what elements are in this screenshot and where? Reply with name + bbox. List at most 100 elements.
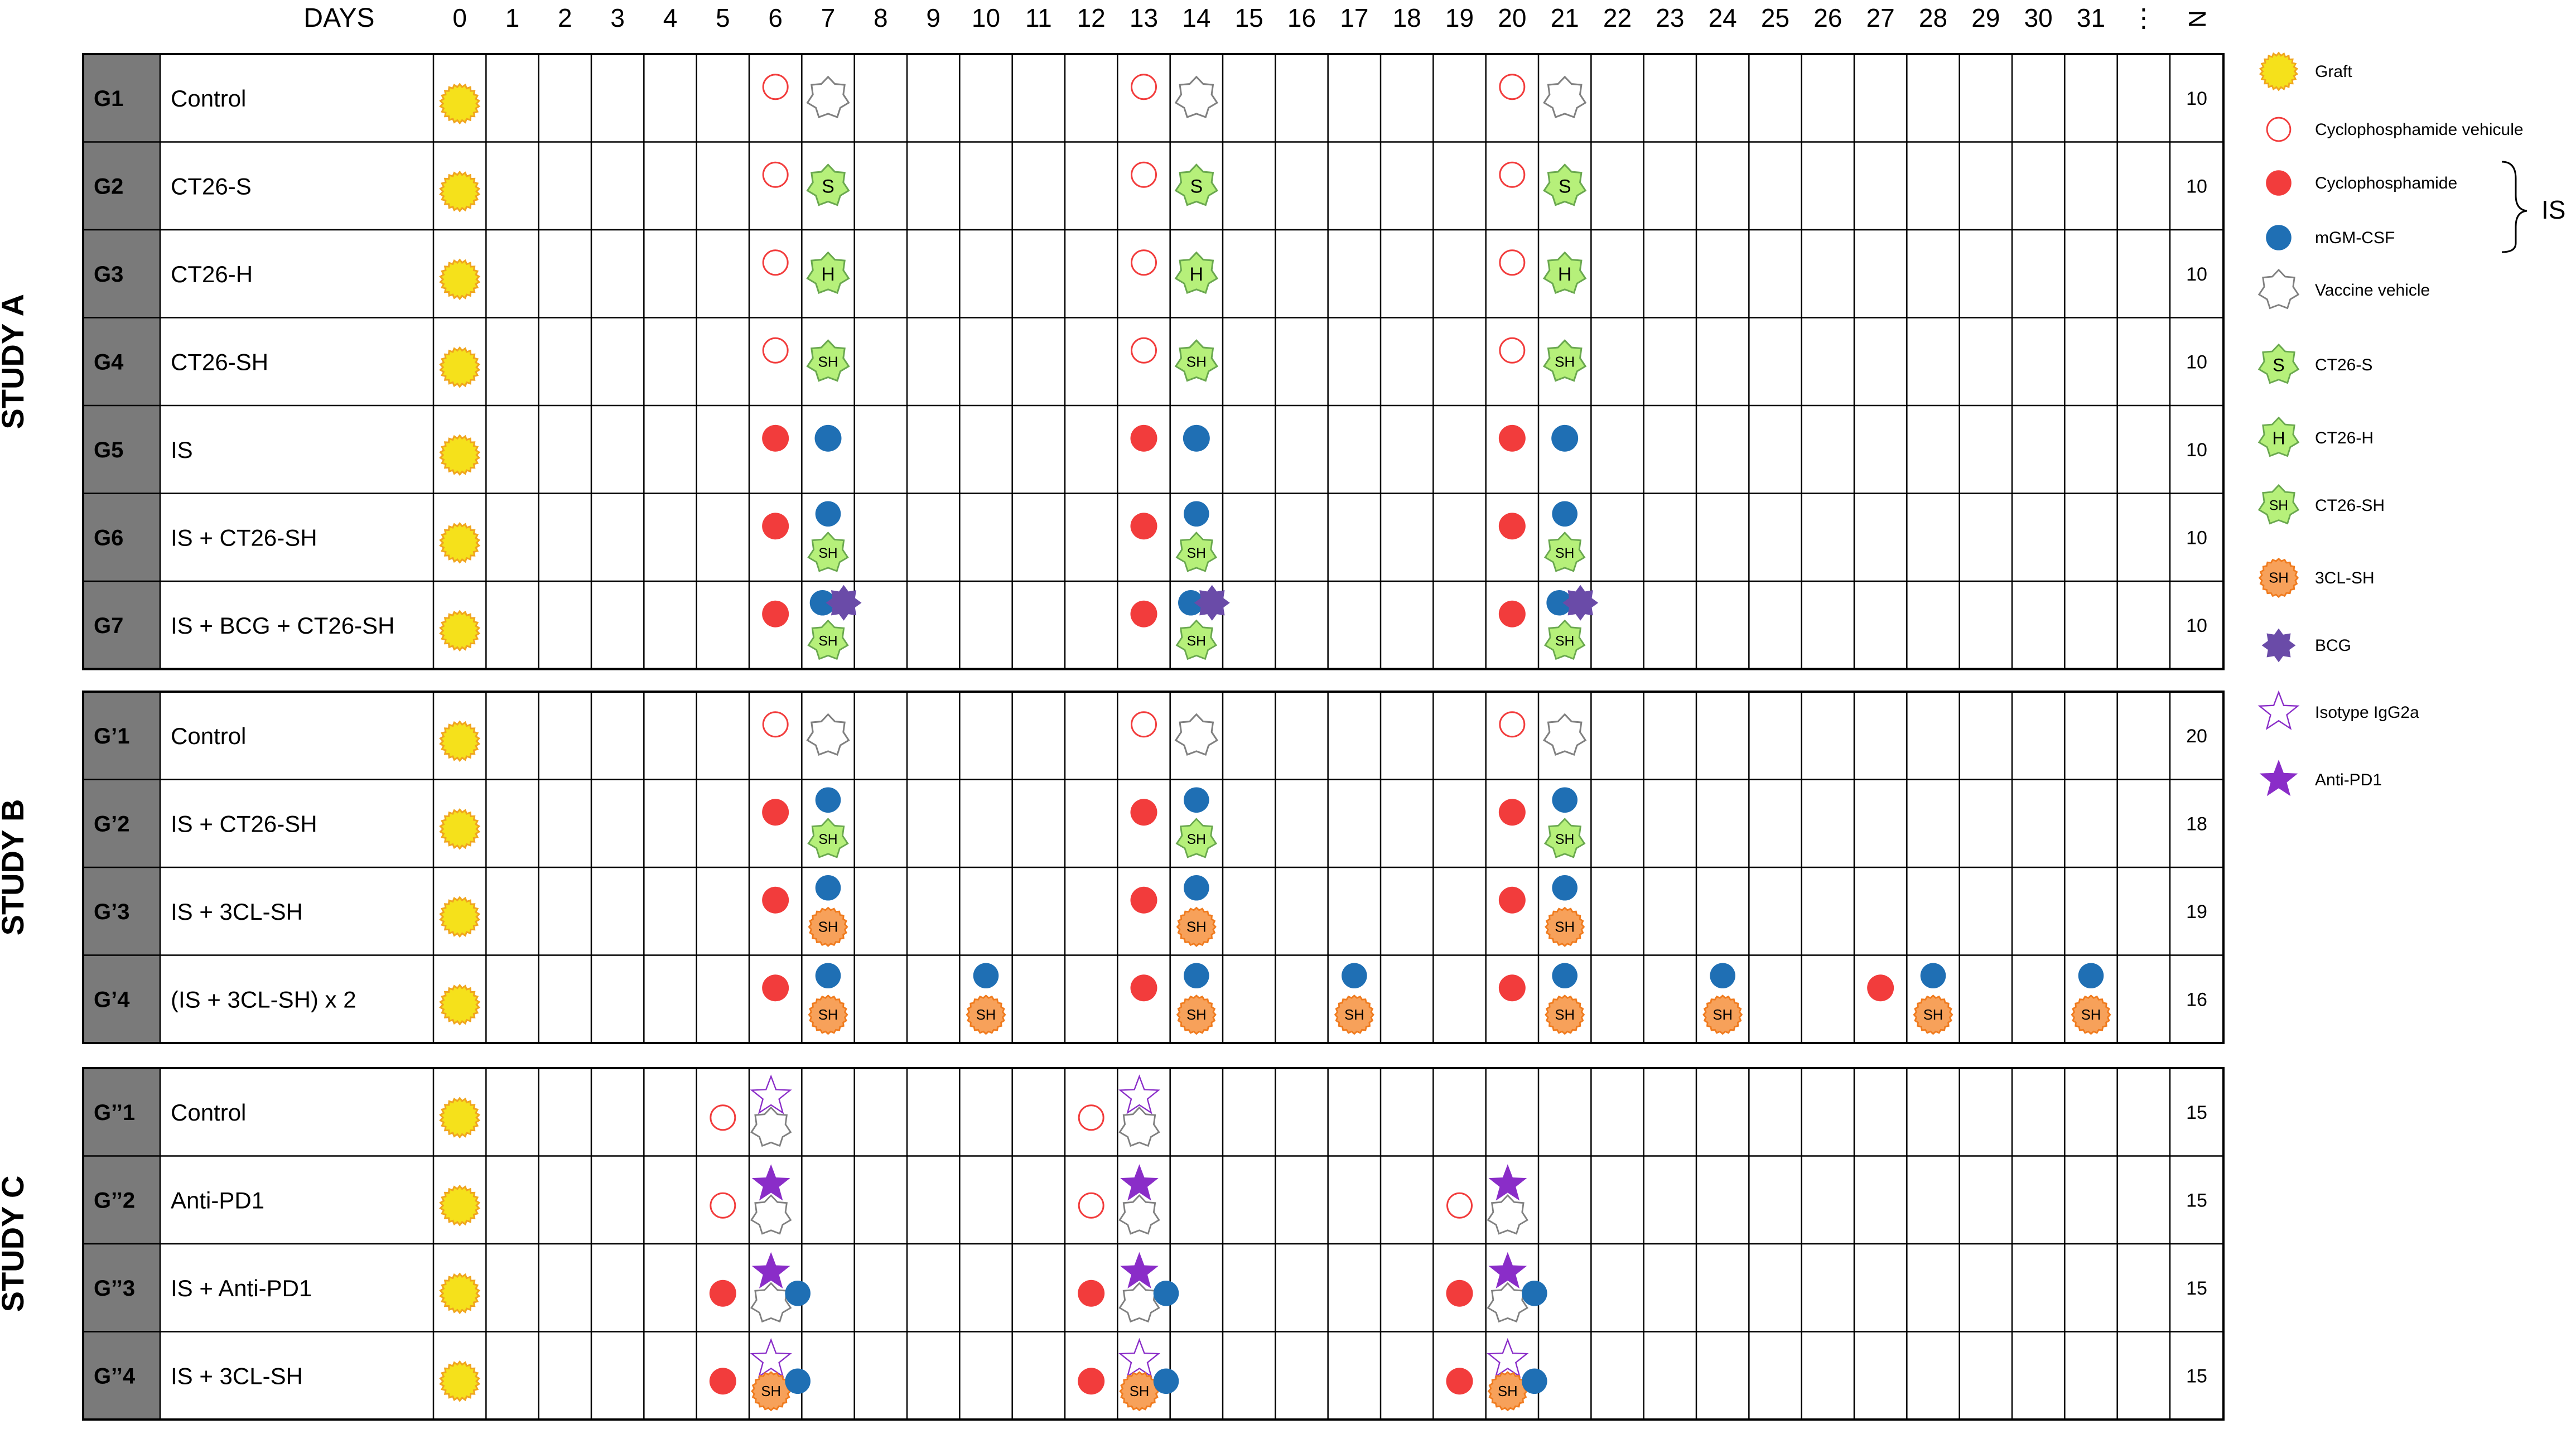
day-21-ct26-sh-text: SH (1555, 353, 1575, 370)
day-label-2: 2 (558, 3, 572, 32)
day-7-vaccine-vehicle-icon (806, 75, 850, 118)
group-row: G’1 Control 20 (94, 711, 2207, 762)
day-6-mgm-csf-icon (785, 1368, 811, 1394)
legend-3cl-sh-icon: SH (2258, 557, 2299, 598)
legend-label: CT26-S (2315, 356, 2372, 374)
day-20-3cl-sh-icon: SH (1487, 1371, 1528, 1412)
day-28-mgm-csf-icon (1920, 963, 1946, 989)
day-13-3cl-sh-text: SH (1130, 1384, 1150, 1399)
day-14-3cl-sh-icon: SH (1176, 994, 1217, 1035)
day-7-3cl-sh-icon: SH (808, 906, 848, 947)
day-21-ct26-sh-text: SH (1555, 546, 1574, 561)
day-label-3: 3 (610, 3, 625, 32)
day-14-3cl-sh-text: SH (1186, 919, 1207, 935)
day-7-ct26-sh-icon: SH (807, 818, 849, 858)
group-row: G7 IS + BCG + CT26-SH 10 SH SH SH (94, 585, 2207, 660)
day-13-cyclo-icon (1130, 974, 1157, 1002)
day-21-3cl-sh-icon: SH (1545, 906, 1585, 947)
day-28-3cl-sh-icon: SH (1913, 994, 1953, 1035)
day-31-3cl-sh-icon: SH (2071, 994, 2111, 1035)
day-21-mgm-csf-icon (1552, 501, 1578, 527)
day-17-3cl-sh-text: SH (1344, 1007, 1364, 1023)
day-21-ct26-s-text: S (1559, 176, 1571, 197)
legend-item-vaccine-vehicle: Vaccine vehicle (2257, 268, 2430, 310)
legend-ct26-sh-icon: SH (2257, 484, 2300, 525)
group-name: IS + CT26-SH (171, 524, 317, 551)
day-14-ct26-sh-icon: SH (1174, 339, 1219, 382)
day-13-mgm-csf-icon (1153, 1368, 1179, 1394)
group-row: G’’2 Anti-PD1 15 (94, 1164, 2207, 1235)
group-n: 18 (2186, 813, 2207, 834)
group-name: IS + 3CL-SH (171, 899, 303, 925)
day-5-cyclo-icon (709, 1368, 736, 1395)
group-n: 10 (2186, 88, 2207, 109)
legend-ct26-s-icon: S (2257, 343, 2300, 384)
group-name: Control (171, 85, 246, 112)
day-10-3cl-sh-text: SH (976, 1007, 996, 1023)
day-5-cyclo-vehicle-icon (710, 1104, 736, 1131)
day-20-mgm-csf-icon (1522, 1280, 1547, 1306)
day-7-mgm-csf-icon (815, 787, 841, 813)
day-0-graft-icon (439, 1184, 481, 1227)
day-19-cyclo-vehicle-icon (1446, 1192, 1473, 1219)
day-label-1: 1 (505, 3, 520, 32)
day-13-cyclo-vehicle-icon (1131, 161, 1157, 188)
day-7-ct26-sh-text: SH (818, 634, 837, 649)
day-21-vaccine-vehicle-icon (1542, 75, 1587, 118)
day-10-mgm-csf-icon (973, 963, 999, 989)
group-id: G6 (94, 525, 123, 550)
day-label-32: ⋮ (2131, 3, 2157, 32)
day-21-mgm-csf-icon (1552, 875, 1578, 901)
day-20-mgm-csf-icon (1522, 1368, 1547, 1394)
legend-label: BCG (2315, 636, 2351, 655)
group-row: G1 Control 10 (94, 74, 2207, 125)
day-20-cyclo-icon (1498, 513, 1526, 540)
group-name: IS + 3CL-SH (171, 1363, 303, 1389)
day-20-anti-pd1-icon (1488, 1164, 1527, 1201)
study-border (82, 53, 2225, 670)
legend-cyclo-icon (2266, 170, 2292, 196)
day-6-cyclo-vehicle-icon (762, 337, 789, 364)
day-label-19: 19 (1445, 3, 1474, 32)
day-13-cyclo-icon (1130, 799, 1157, 826)
day-label-25: 25 (1761, 3, 1789, 32)
day-14-ct26-sh-icon: SH (1175, 818, 1218, 858)
day-0-graft-icon (439, 522, 481, 564)
day-24-mgm-csf-icon (1710, 963, 1735, 989)
day-20-cyclo-vehicle-icon (1499, 711, 1526, 738)
day-21-ct26-h-icon: H (1542, 251, 1587, 294)
legend-label: Graft (2315, 62, 2352, 81)
day-6-vaccine-vehicle-icon (750, 1106, 792, 1147)
day-7-ct26-sh-text: SH (818, 546, 837, 561)
day-21-mgm-csf-icon (1552, 963, 1578, 989)
group-row: G’4 (IS + 3CL-SH) x 2 16 SH SH SH SH SH SH SH SH (94, 963, 2207, 1035)
group-row: G4 CT26-SH 10 SH SH SH (94, 337, 2207, 388)
day-19-cyclo-icon (1446, 1368, 1473, 1395)
group-n: 15 (2186, 1102, 2207, 1123)
group-n: 10 (2186, 176, 2207, 197)
day-7-ct26-sh-icon: SH (807, 532, 849, 572)
day-0-graft-icon (439, 1097, 481, 1139)
day-13-cyclo-icon (1130, 513, 1157, 540)
legend-ct26-s-text: S (2273, 355, 2285, 375)
group-id: G’1 (94, 724, 129, 749)
group-id: G3 (94, 262, 123, 287)
is-brace-label: IS (2541, 195, 2565, 224)
day-21-ct26-sh-icon: SH (1542, 339, 1587, 382)
group-id: G’’2 (94, 1188, 135, 1213)
day-6-cyclo-icon (762, 600, 789, 627)
study-block-2: STUDY B G’1 Control 20 G’2 IS + CT26-SH 18 SH SH… (0, 691, 2225, 1044)
day-14-mgm-csf-icon (1178, 590, 1204, 616)
group-n: 15 (2186, 1278, 2207, 1299)
day-6-cyclo-icon (762, 974, 789, 1002)
legend-label: Cyclophosphamide (2315, 174, 2457, 192)
day-label-28: 28 (1919, 3, 1947, 32)
day-20-anti-pd1-icon (1488, 1252, 1527, 1288)
day-21-mgm-csf-icon (1546, 590, 1572, 616)
legend-label: CT26-H (2315, 429, 2374, 447)
legend-label: Cyclophosphamide vehicule (2315, 120, 2524, 139)
day-label-11: 11 (1025, 3, 1052, 32)
group-name: IS + BCG + CT26-SH (171, 612, 394, 639)
n-header: N (2183, 10, 2211, 28)
legend-label: Vaccine vehicle (2315, 281, 2430, 300)
